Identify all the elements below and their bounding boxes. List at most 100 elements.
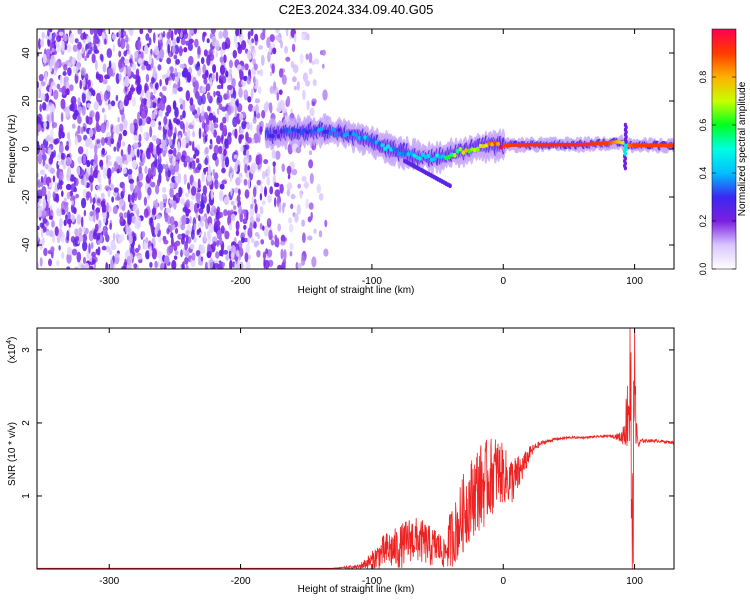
spectrogram-noise-blob	[127, 194, 131, 203]
spectrogram-noise-blob	[88, 242, 91, 254]
snr-scale-prefix: (x10	[7, 343, 18, 363]
spectrogram-noise-blob	[229, 166, 233, 174]
spectrogram-noise-blob	[200, 199, 205, 205]
spectrogram-noise-blob	[259, 126, 263, 133]
spectrogram-noise-blob	[92, 169, 98, 179]
spectrogram-noise-blob	[174, 161, 179, 173]
spectrogram-noise-blob	[144, 84, 148, 94]
spectrogram-noise-blob	[110, 239, 116, 251]
spectrogram-noise-blob	[256, 179, 261, 186]
spectrogram-noise-blob	[174, 29, 178, 36]
spectrogram-noise-blob	[158, 252, 162, 262]
spectrogram-noise-blob	[145, 33, 150, 41]
spectrogram-noise-blob	[58, 143, 64, 155]
spectrogram-noise-blob	[301, 32, 305, 41]
colorbar-tick-label: 0.0	[698, 263, 708, 276]
spectrogram-noise-blob	[122, 184, 126, 196]
spectrogram-noise-blob	[285, 29, 289, 37]
spectrogram-noise-blob	[185, 233, 189, 244]
spectrogram-noise-blob	[137, 189, 142, 201]
spectrogram-noise-blob	[138, 165, 142, 174]
spectrogram-noise-blob	[128, 29, 134, 35]
spectrogram-noise-blob	[246, 75, 251, 85]
spectrogram-noise-blob	[71, 195, 76, 201]
spectrogram-noise-blob	[281, 163, 285, 172]
spectrogram-noise-blob	[267, 195, 272, 203]
spectrogram-noise-blob	[136, 83, 142, 92]
spectrogram-ridge-core	[475, 146, 480, 152]
spectrogram-noise-blob	[145, 250, 150, 260]
spectrogram-noise-blob	[258, 86, 262, 94]
spectrogram-noise-blob	[93, 36, 97, 46]
spectrogram-noise-blob	[218, 145, 223, 155]
spectrogram-noise-blob	[224, 138, 229, 147]
spectrogram-noise-blob	[125, 34, 129, 44]
spectrogram-noise-blob	[80, 216, 84, 228]
spectrogram-noise-blob	[187, 182, 190, 190]
spectrogram-noise-blob	[209, 257, 214, 269]
spectrogram-noise-blob	[219, 74, 225, 80]
spectrogram-x-tick-label: 100	[626, 276, 643, 287]
spectrogram-noise-blob	[86, 115, 89, 125]
spectrogram-noise-blob	[272, 161, 276, 167]
spectrogram-noise-blob	[64, 145, 70, 151]
spectrogram-noise-blob	[175, 58, 181, 65]
spectrogram-noise-blob	[131, 63, 137, 71]
spectrogram-noise-blob	[122, 141, 126, 147]
spectrogram-noise-blob	[262, 29, 266, 36]
spectrogram-noise-blob	[259, 223, 263, 230]
spectrogram-ridge-core	[276, 134, 281, 139]
spectrogram-noise-blob	[86, 159, 91, 168]
spectrogram-noise-blob	[217, 94, 223, 104]
snr-x-tick-label: 0	[500, 576, 506, 587]
spectrogram-noise-blob	[138, 171, 144, 181]
spectrogram-noise-blob	[206, 203, 211, 214]
colorbar-tick-label: 0.4	[698, 167, 708, 180]
spectrogram-ridge-core	[397, 151, 402, 157]
spectrogram-noise-blob	[195, 212, 199, 219]
spectrogram-noise-blob	[173, 182, 178, 189]
spectrogram-noise-blob	[37, 88, 40, 99]
spectrogram-noise-blob	[129, 58, 133, 64]
spectrogram-noise-blob	[241, 236, 245, 244]
spectrogram-noise-blob	[200, 221, 205, 228]
spectrogram-noise-blob	[227, 245, 233, 252]
spectrogram-noise-blob	[46, 92, 49, 103]
spectrogram-noise-blob	[85, 138, 90, 148]
spectrogram-noise-blob	[294, 33, 297, 43]
spectrogram-noise-blob	[268, 229, 273, 241]
spectrogram-noise-blob	[249, 221, 253, 233]
spectrogram-noise-blob	[230, 213, 236, 222]
spectrogram-noise-blob	[109, 222, 112, 230]
spectrogram-noise-blob	[243, 118, 246, 125]
spectrogram-x-tick-label: -300	[99, 276, 119, 287]
spectrogram-noise-blob	[219, 122, 224, 131]
spectrogram-noise-blob	[322, 89, 328, 101]
spectrogram-noise-blob	[67, 246, 72, 256]
spectrogram-noise-blob	[276, 92, 280, 101]
spectrogram-noise-blob	[92, 197, 96, 205]
spectrogram-noise-blob	[53, 138, 59, 145]
spectrogram-noise-blob	[118, 59, 123, 69]
spectrogram-noise-blob	[47, 147, 52, 156]
spectrogram-noise-blob	[261, 109, 266, 119]
spectrogram-noise-blob	[150, 181, 156, 188]
spectrogram-noise-blob	[170, 236, 174, 248]
spectrogram-noise-blob	[58, 123, 64, 135]
spectrogram-noise-blob	[202, 63, 207, 74]
spectrogram-noise-blob	[241, 40, 247, 51]
spectrogram-ridge-core	[426, 153, 431, 159]
spectrogram-noise-blob	[230, 97, 236, 108]
spectrogram-noise-blob	[66, 192, 71, 200]
spectrogram-y-ticks: -40 -20 0 20 40	[21, 47, 674, 252]
spectrogram-noise-blob	[173, 200, 177, 210]
spectrogram-noise-blob	[61, 153, 64, 159]
spectrogram-noise-blob	[177, 233, 183, 240]
spectrogram-noise-blob	[313, 228, 317, 234]
spectrogram-noise-blob	[264, 259, 270, 269]
spectrogram-noise-blob	[233, 205, 237, 210]
spectrogram-noise-blob	[220, 225, 225, 235]
spectrogram-noise-blob	[123, 121, 128, 130]
spectrogram-noise-blob	[89, 110, 95, 118]
spectrogram-noise-blob	[126, 263, 132, 269]
